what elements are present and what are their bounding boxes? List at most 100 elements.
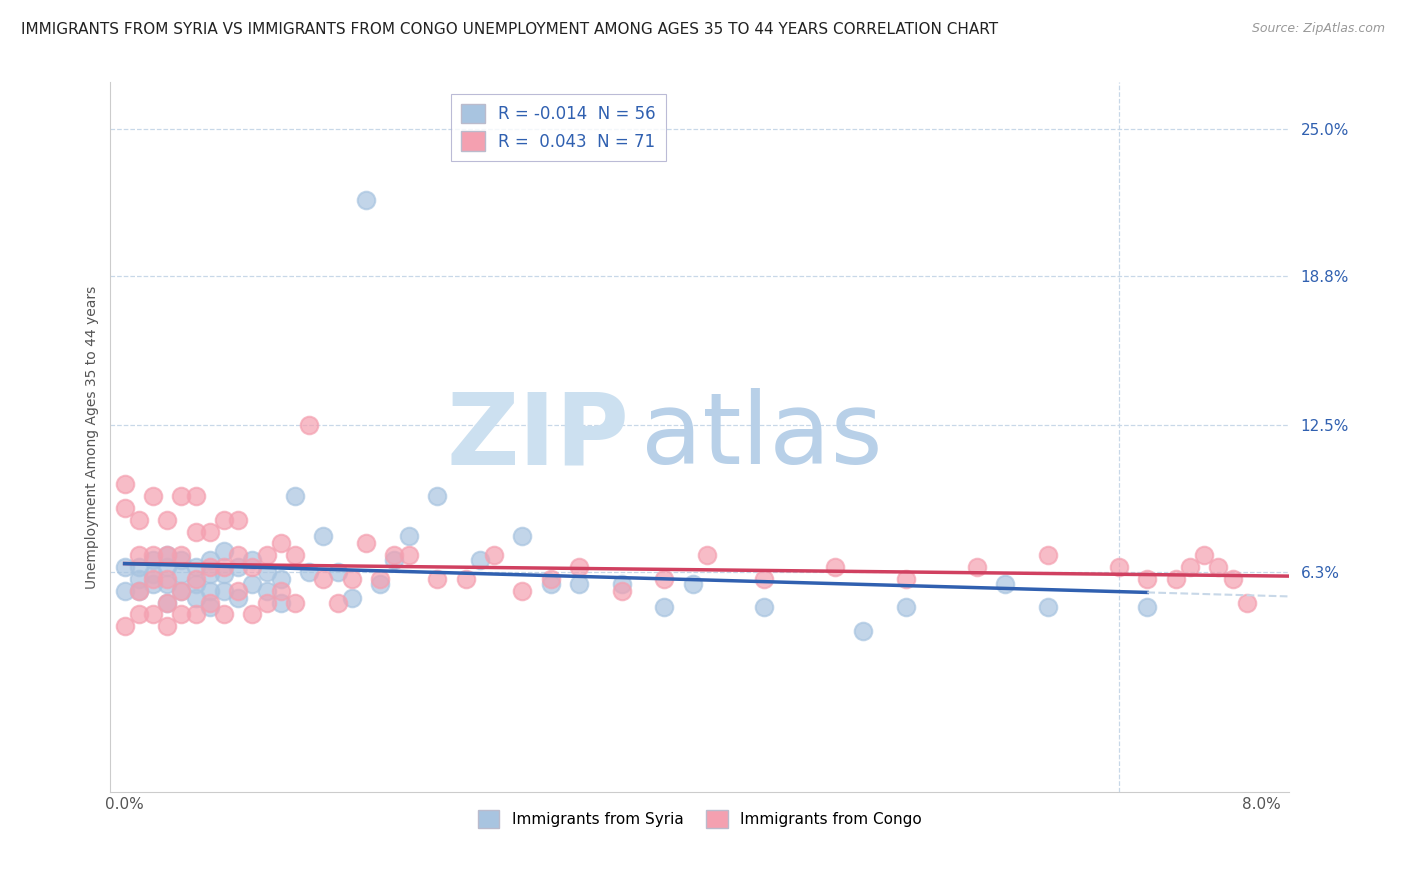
Point [142, 489, 165, 503]
Point [184, 489, 207, 503]
Point [156, 572, 179, 586]
Text: atlas: atlas [641, 388, 883, 485]
Point [226, 560, 249, 574]
Text: IMMIGRANTS FROM SYRIA VS IMMIGRANTS FROM CONGO UNEMPLOYMENT AMONG AGES 35 TO 44 : IMMIGRANTS FROM SYRIA VS IMMIGRANTS FROM… [21, 22, 998, 37]
Point [198, 560, 221, 574]
Point [510, 529, 533, 543]
Point [226, 583, 249, 598]
Point [184, 591, 207, 605]
Point [142, 576, 165, 591]
Point [114, 477, 136, 491]
Point [156, 596, 179, 610]
Point [298, 565, 321, 579]
Point [540, 576, 562, 591]
Point [114, 619, 136, 633]
Point [128, 583, 150, 598]
Point [198, 600, 221, 615]
Point [170, 567, 193, 582]
Point [284, 549, 307, 563]
Point [242, 607, 264, 622]
Point [242, 560, 264, 574]
Point [198, 524, 221, 539]
Point [156, 560, 179, 574]
Point [226, 513, 249, 527]
Point [142, 572, 165, 586]
Point [696, 549, 718, 563]
Point [184, 607, 207, 622]
Point [128, 513, 150, 527]
Point [156, 576, 179, 591]
Point [1036, 600, 1059, 615]
Point [114, 500, 136, 515]
Point [312, 572, 335, 586]
Point [226, 591, 249, 605]
Point [170, 607, 193, 622]
Point [568, 576, 591, 591]
Point [1192, 549, 1215, 563]
Point [226, 549, 249, 563]
Point [212, 567, 235, 582]
Point [398, 529, 420, 543]
Point [212, 560, 235, 574]
Point [198, 553, 221, 567]
Point [156, 513, 179, 527]
Point [894, 572, 917, 586]
Point [340, 572, 363, 586]
Point [752, 572, 775, 586]
Point [682, 576, 704, 591]
Point [368, 572, 391, 586]
Point [284, 596, 307, 610]
Point [398, 549, 420, 563]
Point [354, 536, 377, 550]
Point [184, 572, 207, 586]
Point [340, 591, 363, 605]
Point [1108, 560, 1130, 574]
Point [184, 560, 207, 574]
Point [610, 583, 633, 598]
Point [384, 549, 406, 563]
Point [142, 549, 165, 563]
Text: ZIP: ZIP [446, 388, 628, 485]
Point [966, 560, 988, 574]
Point [128, 560, 150, 574]
Point [270, 536, 292, 550]
Point [170, 583, 193, 598]
Point [1136, 600, 1159, 615]
Point [184, 576, 207, 591]
Point [1222, 572, 1244, 586]
Point [256, 549, 278, 563]
Point [326, 596, 349, 610]
Point [454, 572, 477, 586]
Point [384, 553, 406, 567]
Point [212, 513, 235, 527]
Point [368, 576, 391, 591]
Point [1208, 560, 1230, 574]
Point [752, 600, 775, 615]
Point [610, 576, 633, 591]
Point [170, 553, 193, 567]
Point [482, 549, 505, 563]
Point [128, 583, 150, 598]
Point [256, 565, 278, 579]
Point [242, 553, 264, 567]
Point [510, 583, 533, 598]
Point [114, 560, 136, 574]
Point [212, 583, 235, 598]
Point [128, 572, 150, 586]
Text: Source: ZipAtlas.com: Source: ZipAtlas.com [1251, 22, 1385, 36]
Point [256, 583, 278, 598]
Point [270, 583, 292, 598]
Point [142, 553, 165, 567]
Point [156, 596, 179, 610]
Point [894, 600, 917, 615]
Point [212, 543, 235, 558]
Point [994, 576, 1017, 591]
Point [170, 489, 193, 503]
Point [426, 572, 449, 586]
Point [284, 489, 307, 503]
Point [654, 572, 676, 586]
Point [468, 553, 491, 567]
Point [426, 489, 449, 503]
Point [824, 560, 846, 574]
Point [1178, 560, 1201, 574]
